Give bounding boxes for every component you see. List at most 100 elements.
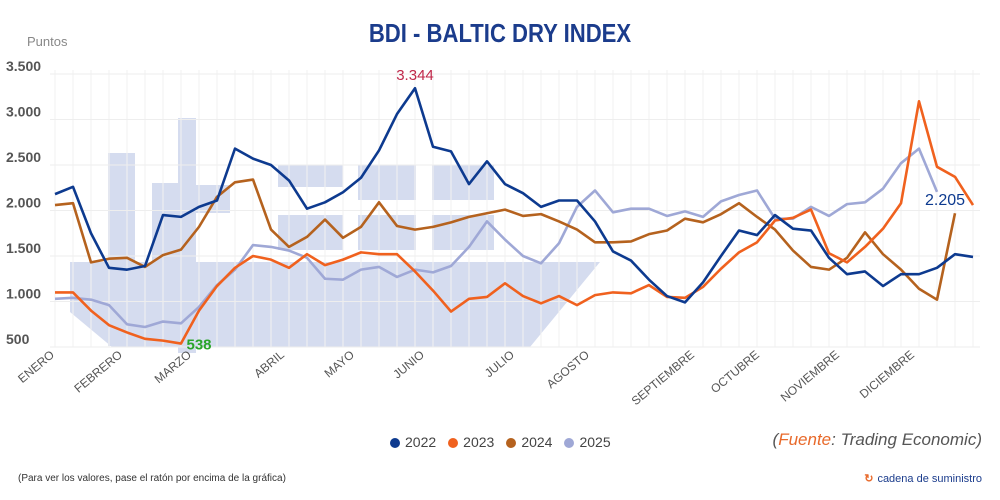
data-point[interactable] bbox=[321, 216, 329, 224]
data-point[interactable] bbox=[699, 218, 707, 226]
data-point[interactable] bbox=[879, 250, 887, 258]
data-point[interactable] bbox=[105, 264, 113, 272]
data-point[interactable] bbox=[933, 264, 941, 272]
data-point[interactable] bbox=[843, 200, 851, 208]
data-point[interactable] bbox=[681, 215, 689, 223]
data-point[interactable] bbox=[447, 262, 455, 270]
data-point[interactable] bbox=[627, 289, 635, 297]
data-point[interactable] bbox=[339, 188, 347, 196]
data-point[interactable] bbox=[879, 225, 887, 233]
data-point[interactable] bbox=[159, 251, 167, 259]
data-point[interactable] bbox=[105, 321, 113, 329]
data-point[interactable] bbox=[411, 226, 419, 234]
data-point[interactable] bbox=[915, 97, 923, 105]
data-point[interactable] bbox=[573, 196, 581, 204]
data-point[interactable] bbox=[789, 214, 797, 222]
series-2023[interactable] bbox=[51, 97, 977, 347]
data-point[interactable] bbox=[393, 273, 401, 281]
data-point[interactable] bbox=[69, 183, 77, 191]
data-point[interactable] bbox=[879, 282, 887, 290]
data-point[interactable] bbox=[789, 225, 797, 233]
data-point[interactable] bbox=[501, 206, 509, 214]
data-point[interactable] bbox=[915, 145, 923, 153]
data-point[interactable] bbox=[357, 248, 365, 256]
data-point[interactable] bbox=[285, 176, 293, 184]
data-point[interactable] bbox=[393, 250, 401, 258]
data-point[interactable] bbox=[537, 299, 545, 307]
data-point[interactable] bbox=[501, 236, 509, 244]
data-point[interactable] bbox=[591, 291, 599, 299]
data-point[interactable] bbox=[717, 197, 725, 205]
data-point[interactable] bbox=[483, 293, 491, 301]
data-point[interactable] bbox=[735, 199, 743, 207]
series-2024[interactable] bbox=[51, 176, 959, 304]
series-line-2023[interactable] bbox=[55, 100, 975, 345]
data-point[interactable] bbox=[303, 233, 311, 241]
data-point[interactable] bbox=[483, 209, 491, 217]
data-point[interactable] bbox=[267, 243, 275, 251]
data-point[interactable] bbox=[861, 198, 869, 206]
data-point[interactable] bbox=[663, 212, 671, 220]
data-point[interactable] bbox=[447, 308, 455, 316]
data-point[interactable] bbox=[465, 243, 473, 251]
data-point[interactable] bbox=[519, 292, 527, 300]
data-point[interactable] bbox=[429, 223, 437, 231]
data-point[interactable] bbox=[249, 241, 257, 249]
data-point[interactable] bbox=[807, 206, 815, 214]
data-point[interactable] bbox=[951, 250, 959, 258]
data-point[interactable] bbox=[699, 278, 707, 286]
data-point[interactable] bbox=[177, 246, 185, 254]
data-point[interactable] bbox=[177, 340, 185, 348]
series-line-2024[interactable] bbox=[54, 178, 957, 301]
data-point[interactable] bbox=[339, 256, 347, 264]
data-point[interactable] bbox=[789, 247, 797, 255]
data-point[interactable] bbox=[465, 213, 473, 221]
data-point[interactable] bbox=[231, 264, 239, 272]
data-point[interactable] bbox=[51, 201, 59, 209]
data-point[interactable] bbox=[735, 227, 743, 235]
data-point[interactable] bbox=[141, 262, 149, 270]
data-point[interactable] bbox=[141, 335, 149, 343]
data-point[interactable] bbox=[573, 226, 581, 234]
data-point[interactable] bbox=[825, 266, 833, 274]
data-point[interactable] bbox=[573, 301, 581, 309]
data-point[interactable] bbox=[429, 268, 437, 276]
data-point[interactable] bbox=[411, 267, 419, 275]
data-point[interactable] bbox=[681, 298, 689, 306]
data-point[interactable] bbox=[843, 258, 851, 266]
data-point[interactable] bbox=[591, 217, 599, 225]
data-point[interactable] bbox=[537, 203, 545, 211]
data-point[interactable] bbox=[69, 199, 77, 207]
data-point[interactable] bbox=[933, 163, 941, 171]
data-point[interactable] bbox=[465, 180, 473, 188]
series-2022[interactable] bbox=[51, 84, 977, 306]
data-point[interactable] bbox=[555, 217, 563, 225]
data-point[interactable] bbox=[123, 320, 131, 328]
data-point[interactable] bbox=[213, 196, 221, 204]
data-point[interactable] bbox=[717, 210, 725, 218]
data-point[interactable] bbox=[681, 207, 689, 215]
data-point[interactable] bbox=[69, 288, 77, 296]
data-point[interactable] bbox=[249, 155, 257, 163]
data-point[interactable] bbox=[87, 296, 95, 304]
data-point[interactable] bbox=[87, 258, 95, 266]
data-point[interactable] bbox=[915, 285, 923, 293]
data-point[interactable] bbox=[267, 161, 275, 169]
data-point[interactable] bbox=[429, 143, 437, 151]
data-point[interactable] bbox=[321, 198, 329, 206]
data-point[interactable] bbox=[321, 261, 329, 269]
data-point[interactable] bbox=[159, 337, 167, 345]
data-point[interactable] bbox=[249, 252, 257, 260]
data-point[interactable] bbox=[663, 227, 671, 235]
data-point[interactable] bbox=[609, 247, 617, 255]
data-point[interactable] bbox=[933, 296, 941, 304]
data-point[interactable] bbox=[897, 270, 905, 278]
series-line-2022[interactable] bbox=[54, 86, 974, 304]
data-point[interactable] bbox=[51, 288, 59, 296]
data-point[interactable] bbox=[321, 275, 329, 283]
data-point[interactable] bbox=[105, 301, 113, 309]
data-point[interactable] bbox=[177, 213, 185, 221]
data-point[interactable] bbox=[303, 205, 311, 213]
data-point[interactable] bbox=[159, 211, 167, 219]
data-point[interactable] bbox=[429, 287, 437, 295]
